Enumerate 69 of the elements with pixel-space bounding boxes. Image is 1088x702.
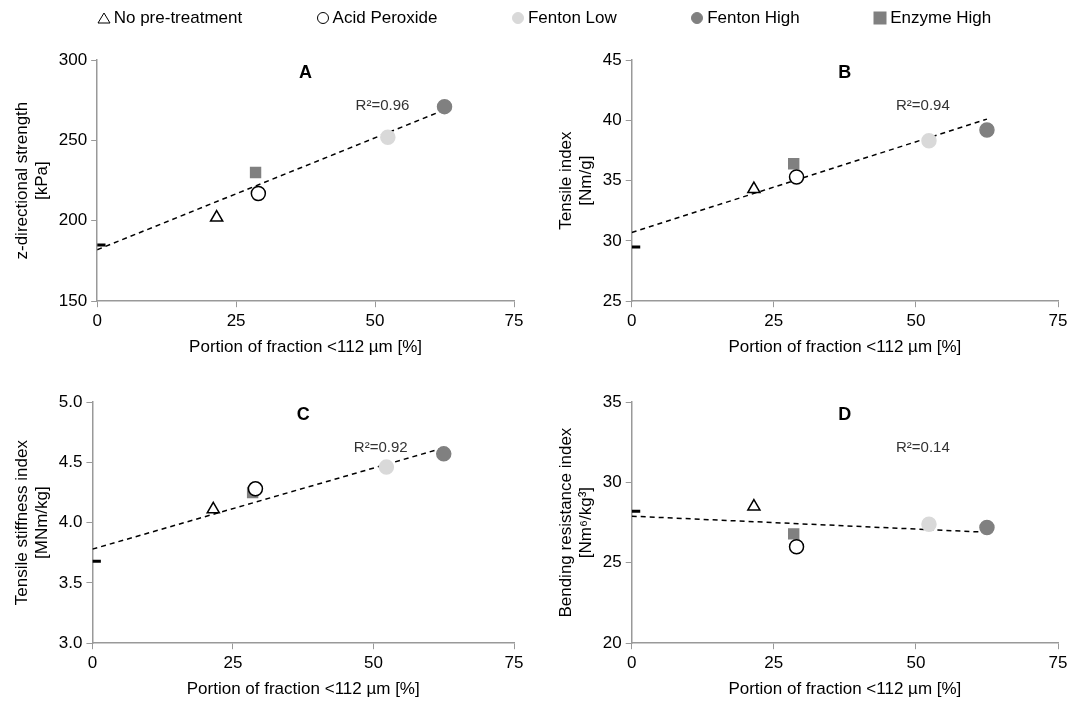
y-tick-label: 200 [58, 210, 88, 230]
y-tick-label: 25 [602, 552, 622, 572]
y-axis-title: Tensile stiffness index [MNm/kg] [11, 439, 52, 606]
chart-title: C [296, 403, 310, 424]
x-axis-title: Portion of fraction <112 µm [%] [728, 337, 962, 357]
point [378, 459, 395, 475]
chart-title: B [838, 61, 852, 82]
x-tick-label: 75 [1048, 653, 1068, 673]
y-axis-title: z-directional strength [kPa] [11, 101, 52, 260]
y-tick-label: 300 [58, 49, 88, 69]
y-tick-label: 25 [602, 290, 622, 310]
y-tick-label: 20 [602, 632, 622, 652]
y-tick-label: 150 [58, 290, 88, 310]
y-tick-label: 45 [602, 49, 622, 69]
x-tick-label: 50 [365, 311, 385, 331]
x-tick-label: 0 [92, 311, 102, 331]
annotation: R²=0.14 [896, 437, 950, 455]
x-tick-label: 0 [87, 653, 98, 673]
point [436, 98, 453, 115]
point [788, 169, 805, 185]
y-tick-label: 4.5 [58, 451, 83, 471]
legend-label: Fenton Low [527, 8, 617, 28]
point [247, 481, 264, 497]
x-tick-label: 50 [906, 311, 926, 331]
x-tick-label: 75 [1048, 311, 1068, 331]
y-tick-label: 250 [58, 130, 88, 150]
point [921, 133, 937, 149]
y-tick-label: 40 [602, 109, 622, 129]
point [435, 446, 452, 462]
point [979, 122, 995, 138]
y-tick-label: 3.0 [58, 632, 83, 652]
point [788, 158, 800, 170]
point [380, 129, 396, 145]
x-axis-title: Portion of fraction <112 µm [%] [728, 679, 962, 699]
point [249, 166, 262, 179]
legend-label: Fenton High [707, 8, 800, 28]
y-tick-label: 4.0 [58, 512, 83, 532]
x-tick-label: 25 [226, 311, 246, 331]
x-tick-label: 25 [764, 653, 784, 673]
x-axis-title: Portion of fraction <112 µm [%] [189, 337, 423, 357]
x-tick-label: 25 [764, 311, 784, 331]
point [250, 185, 267, 202]
x-tick-label: 50 [364, 653, 383, 673]
y-axis-title: Bending resistance index [Nm⁶/kg³] [555, 427, 596, 618]
x-axis-title: Portion of fraction <112 µm [%] [186, 679, 420, 699]
legend-label: Enzyme High [890, 8, 992, 28]
legend-label: Acid Peroxide [332, 8, 438, 28]
y-tick-label: 35 [602, 391, 622, 411]
x-tick-label: 75 [504, 653, 524, 673]
annotation: R²=0.96 [355, 95, 410, 113]
annotation: R²=0.94 [896, 95, 950, 113]
point [209, 209, 224, 222]
x-tick-label: 0 [626, 311, 637, 331]
legend-label: No pre-treatment [113, 8, 243, 28]
annotation: R²=0.92 [353, 437, 408, 455]
y-tick-label: 30 [602, 230, 622, 250]
chart-title: A [299, 61, 313, 82]
y-tick-label: 35 [602, 170, 622, 190]
point [206, 501, 221, 514]
y-tick-label: 3.5 [58, 572, 83, 592]
x-tick-label: 0 [626, 653, 637, 673]
chart-title: D [838, 403, 852, 424]
x-tick-label: 50 [906, 653, 926, 673]
y-tick-label: 30 [602, 472, 622, 492]
y-tick-label: 5.0 [58, 391, 83, 411]
x-tick-label: 25 [223, 653, 243, 673]
x-tick-label: 75 [504, 311, 524, 331]
point [747, 181, 761, 194]
y-axis-title: Tensile index [Nm/g] [555, 130, 596, 230]
